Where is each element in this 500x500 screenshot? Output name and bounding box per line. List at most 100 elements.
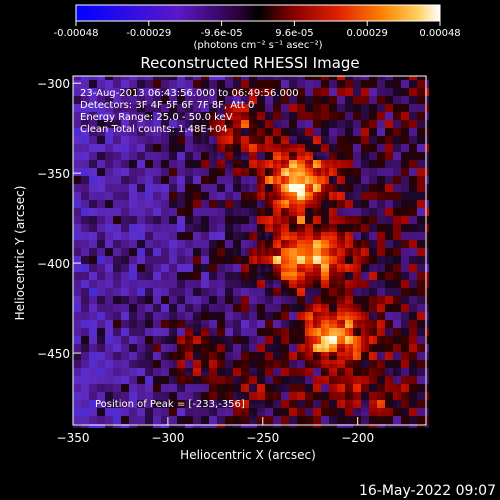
colorbar-label: (photons cm⁻² s⁻¹ asec⁻²) bbox=[193, 40, 322, 51]
heatmap-cell bbox=[277, 396, 281, 400]
heatmap-cell bbox=[205, 152, 209, 156]
heatmap-cell bbox=[169, 300, 173, 304]
heatmap-cell bbox=[265, 264, 269, 268]
heatmap-cell bbox=[269, 372, 273, 376]
heatmap-cell bbox=[185, 108, 189, 112]
heatmap-cell bbox=[105, 140, 109, 144]
heatmap-cell bbox=[149, 408, 153, 412]
heatmap-cell bbox=[125, 360, 129, 364]
heatmap-cell bbox=[245, 340, 249, 344]
heatmap-cell bbox=[217, 392, 221, 396]
heatmap-cell bbox=[73, 312, 77, 316]
heatmap-cell bbox=[129, 224, 133, 228]
heatmap-cell bbox=[245, 120, 249, 124]
heatmap-cell bbox=[229, 420, 233, 424]
heatmap-cell bbox=[241, 212, 245, 216]
heatmap-cell bbox=[273, 140, 277, 144]
heatmap-cell bbox=[221, 84, 225, 88]
heatmap-cell bbox=[193, 340, 197, 344]
heatmap-cell bbox=[209, 92, 213, 96]
heatmap-cell bbox=[97, 184, 101, 188]
heatmap-cell bbox=[85, 248, 89, 252]
heatmap-cell bbox=[113, 172, 117, 176]
heatmap-cell bbox=[261, 320, 265, 324]
heatmap-cell bbox=[273, 268, 277, 272]
heatmap-cell bbox=[149, 400, 153, 404]
heatmap-cell bbox=[229, 228, 233, 232]
heatmap-cell bbox=[85, 144, 89, 148]
heatmap-cell bbox=[261, 172, 265, 176]
heatmap-cell bbox=[193, 284, 197, 288]
heatmap-cell bbox=[125, 292, 129, 296]
heatmap-cell bbox=[281, 184, 285, 188]
heatmap-cell bbox=[93, 132, 97, 136]
heatmap-cell bbox=[141, 156, 145, 160]
heatmap-cell bbox=[233, 424, 237, 428]
heatmap-cell bbox=[89, 344, 93, 348]
heatmap-cell bbox=[269, 164, 273, 168]
heatmap-cell bbox=[97, 356, 101, 360]
heatmap-cell bbox=[253, 92, 257, 96]
heatmap-cell bbox=[185, 84, 189, 88]
heatmap-cell bbox=[141, 136, 145, 140]
heatmap-cell bbox=[221, 248, 225, 252]
heatmap-cell bbox=[201, 364, 205, 368]
heatmap-cell bbox=[133, 252, 137, 256]
heatmap-cell bbox=[81, 84, 85, 88]
heatmap-cell bbox=[101, 372, 105, 376]
heatmap-cell bbox=[193, 256, 197, 260]
heatmap-cell bbox=[209, 332, 213, 336]
heatmap-cell bbox=[149, 148, 153, 152]
heatmap-cell bbox=[273, 208, 277, 212]
heatmap-cell bbox=[277, 376, 281, 380]
heatmap-cell bbox=[177, 360, 181, 364]
heatmap-cell bbox=[273, 280, 277, 284]
heatmap-cell bbox=[197, 120, 201, 124]
heatmap-cell bbox=[73, 360, 77, 364]
heatmap-cell bbox=[269, 276, 273, 280]
heatmap-cell bbox=[297, 96, 301, 100]
heatmap-cell bbox=[105, 420, 109, 424]
heatmap-cell bbox=[249, 284, 253, 288]
heatmap-cell bbox=[129, 336, 133, 340]
heatmap-cell bbox=[273, 88, 277, 92]
heatmap-cell bbox=[161, 332, 165, 336]
heatmap-cell bbox=[217, 168, 221, 172]
heatmap-cell bbox=[213, 108, 217, 112]
heatmap-cell bbox=[85, 316, 89, 320]
heatmap-cell bbox=[257, 388, 261, 392]
heatmap-cell bbox=[289, 104, 293, 108]
heatmap-cell bbox=[173, 244, 177, 248]
heatmap-cell bbox=[265, 356, 269, 360]
heatmap-cell bbox=[197, 152, 201, 156]
heatmap-cell bbox=[93, 348, 97, 352]
heatmap-cell bbox=[85, 400, 89, 404]
heatmap-cell bbox=[181, 236, 185, 240]
heatmap-cell bbox=[173, 424, 177, 428]
heatmap-cell bbox=[157, 256, 161, 260]
heatmap-cell bbox=[205, 356, 209, 360]
heatmap-cell bbox=[261, 372, 265, 376]
heatmap-cell bbox=[173, 396, 177, 400]
heatmap-cell bbox=[73, 260, 77, 264]
heatmap-cell bbox=[121, 156, 125, 160]
heatmap-cell bbox=[249, 84, 253, 88]
heatmap-cell bbox=[133, 284, 137, 288]
heatmap-cell bbox=[133, 264, 137, 268]
heatmap-cell bbox=[185, 256, 189, 260]
heatmap-cell bbox=[193, 96, 197, 100]
heatmap-cell bbox=[133, 276, 137, 280]
heatmap-cell bbox=[73, 344, 77, 348]
heatmap-cell bbox=[221, 392, 225, 396]
heatmap-cell bbox=[101, 360, 105, 364]
heatmap-cell bbox=[181, 404, 185, 408]
heatmap-cell bbox=[165, 392, 169, 396]
heatmap-cell bbox=[161, 184, 165, 188]
heatmap-cell bbox=[233, 352, 237, 356]
heatmap-cell bbox=[105, 80, 109, 84]
heatmap-cell bbox=[153, 204, 157, 208]
heatmap-cell bbox=[121, 228, 125, 232]
heatmap-cell bbox=[261, 272, 265, 276]
heatmap-cell bbox=[129, 316, 133, 320]
heatmap-cell bbox=[285, 80, 289, 84]
